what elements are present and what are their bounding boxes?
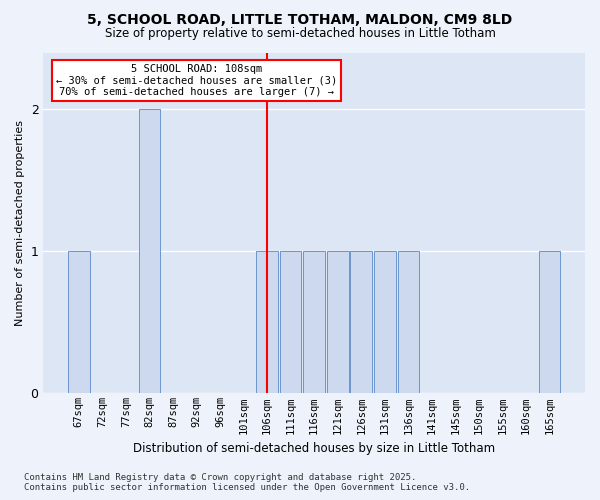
Bar <box>350 252 372 394</box>
Y-axis label: Number of semi-detached properties: Number of semi-detached properties <box>15 120 25 326</box>
Bar <box>256 252 278 394</box>
Bar <box>139 110 160 394</box>
Text: Size of property relative to semi-detached houses in Little Totham: Size of property relative to semi-detach… <box>104 28 496 40</box>
Bar <box>280 252 301 394</box>
Bar <box>327 252 349 394</box>
Bar <box>304 252 325 394</box>
X-axis label: Distribution of semi-detached houses by size in Little Totham: Distribution of semi-detached houses by … <box>133 442 495 455</box>
Text: Contains HM Land Registry data © Crown copyright and database right 2025.
Contai: Contains HM Land Registry data © Crown c… <box>24 473 470 492</box>
Bar <box>68 252 89 394</box>
Text: 5 SCHOOL ROAD: 108sqm
← 30% of semi-detached houses are smaller (3)
70% of semi-: 5 SCHOOL ROAD: 108sqm ← 30% of semi-deta… <box>56 64 337 97</box>
Bar <box>539 252 560 394</box>
Text: 5, SCHOOL ROAD, LITTLE TOTHAM, MALDON, CM9 8LD: 5, SCHOOL ROAD, LITTLE TOTHAM, MALDON, C… <box>88 12 512 26</box>
Bar <box>398 252 419 394</box>
Bar <box>374 252 395 394</box>
